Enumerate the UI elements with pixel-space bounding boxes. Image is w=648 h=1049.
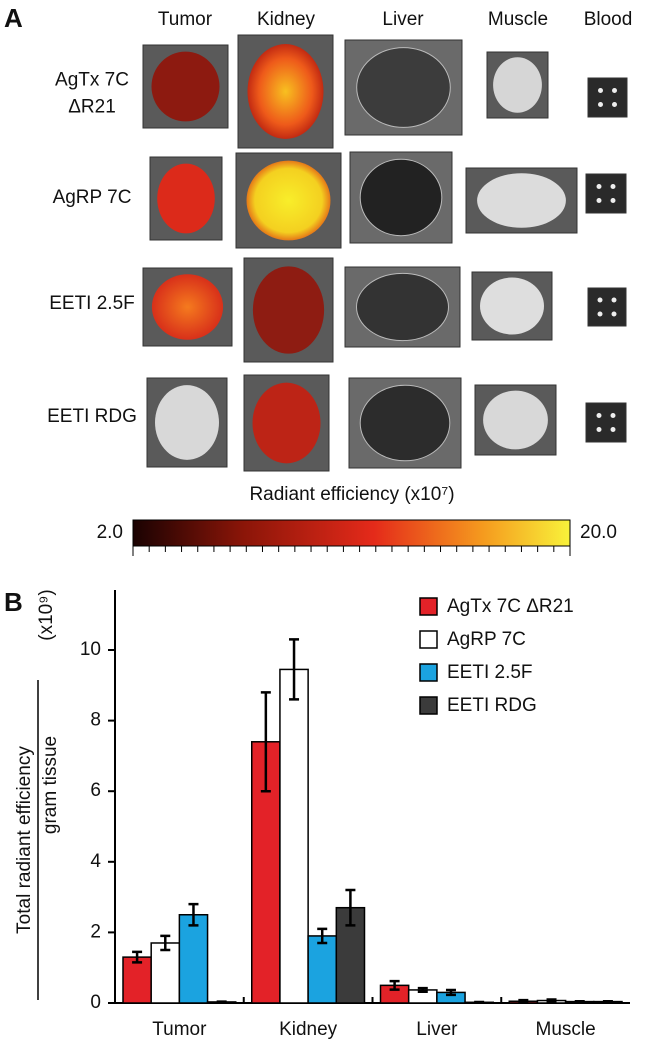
- blood-dot: [597, 311, 603, 317]
- organ: [252, 382, 321, 464]
- blood-dot: [597, 297, 603, 303]
- error-bar: [188, 902, 199, 927]
- error-bar: [160, 934, 171, 952]
- organ: [477, 173, 566, 228]
- legend-label: AgRP 7C: [447, 629, 526, 650]
- y-tick-label: 8: [90, 710, 101, 731]
- organ-image: [587, 77, 628, 118]
- error-bar: [445, 988, 456, 997]
- blood-dot: [596, 184, 602, 189]
- legend-swatch: [419, 597, 438, 616]
- error-bar: [546, 998, 557, 1003]
- error-bar: [317, 927, 328, 945]
- y-tick-label: 4: [90, 851, 101, 872]
- blood-dot: [598, 88, 603, 93]
- bar: [150, 942, 181, 1004]
- row-label: AgRP 7C: [53, 187, 132, 208]
- blood-dot: [596, 413, 602, 418]
- organ: [359, 384, 451, 462]
- x-tick-label: Muscle: [536, 1019, 596, 1040]
- row-label: ΔR21: [68, 97, 116, 118]
- organ-image: [587, 287, 627, 327]
- x-tick-label: Tumor: [152, 1019, 207, 1040]
- bar: [307, 935, 338, 1004]
- y-label-unit: (x10⁹): [36, 589, 57, 640]
- column-header: Liver: [382, 9, 424, 30]
- x-tick-label: Kidney: [279, 1019, 338, 1040]
- legend-swatch: [419, 696, 438, 715]
- row-label: EETI 2.5F: [49, 293, 135, 314]
- organ: [356, 47, 451, 128]
- blood-dot: [610, 427, 616, 432]
- blood-dot: [611, 311, 617, 317]
- panel-label: B: [4, 587, 23, 617]
- column-header: Blood: [584, 9, 633, 30]
- y-label-numerator: Total radiant efficiency: [14, 746, 35, 934]
- organ: [155, 385, 219, 460]
- blood-dot: [611, 297, 617, 303]
- bar: [178, 914, 209, 1004]
- panel-label: A: [4, 3, 23, 33]
- legend-label: EETI 2.5F: [447, 662, 533, 683]
- organ: [252, 266, 325, 354]
- blood-dot: [612, 88, 617, 93]
- y-tick-label: 10: [80, 639, 101, 660]
- blood-dot: [598, 102, 603, 107]
- legend-swatch: [419, 663, 438, 682]
- error-bar: [417, 986, 428, 993]
- column-header: Muscle: [488, 9, 548, 30]
- organ: [480, 277, 544, 335]
- bar: [279, 668, 309, 1004]
- organ: [246, 160, 331, 241]
- y-tick-label: 2: [90, 921, 101, 942]
- error-bar: [602, 999, 613, 1004]
- error-bar: [289, 638, 300, 701]
- organ: [151, 274, 224, 340]
- column-header: Tumor: [158, 9, 213, 30]
- legend-swatch: [419, 630, 438, 649]
- colorbar: [132, 519, 571, 547]
- legend-label: EETI RDG: [447, 695, 537, 716]
- x-tick-label: Liver: [416, 1019, 458, 1040]
- blood-dot: [612, 102, 617, 107]
- error-bar: [132, 950, 143, 964]
- bar: [335, 906, 366, 1004]
- organ: [483, 390, 548, 450]
- blood-dot: [596, 427, 602, 432]
- error-bar: [574, 999, 585, 1004]
- error-bar: [389, 979, 400, 991]
- legend-label: AgTx 7C ΔR21: [447, 596, 574, 617]
- organ-image: [585, 402, 627, 443]
- y-label-denominator: gram tissue: [40, 736, 61, 834]
- organ: [157, 163, 215, 234]
- y-tick-label: 0: [90, 992, 101, 1013]
- error-bar: [216, 1000, 227, 1004]
- column-header: Kidney: [257, 9, 316, 30]
- colorbar-label: Radiant efficiency (x10⁷): [249, 484, 454, 505]
- colorbar-tick-label: 2.0: [97, 522, 123, 543]
- error-bar: [260, 691, 271, 793]
- blood-dot: [596, 198, 602, 203]
- blood-dot: [610, 198, 616, 203]
- error-bar: [345, 888, 356, 927]
- error-bar: [474, 1000, 485, 1004]
- error-bar: [518, 998, 529, 1004]
- organ: [493, 57, 542, 113]
- organ: [151, 51, 220, 122]
- y-tick-label: 6: [90, 780, 101, 801]
- colorbar-tick-label: 20.0: [580, 522, 617, 543]
- blood-dot: [610, 413, 616, 418]
- organ: [356, 272, 449, 342]
- organ: [247, 44, 324, 139]
- organ: [359, 158, 443, 237]
- blood-dot: [610, 184, 616, 189]
- bar: [122, 956, 152, 1004]
- organ-image: [585, 173, 627, 214]
- row-label: EETI RDG: [47, 406, 137, 427]
- row-label: AgTx 7C: [55, 70, 129, 91]
